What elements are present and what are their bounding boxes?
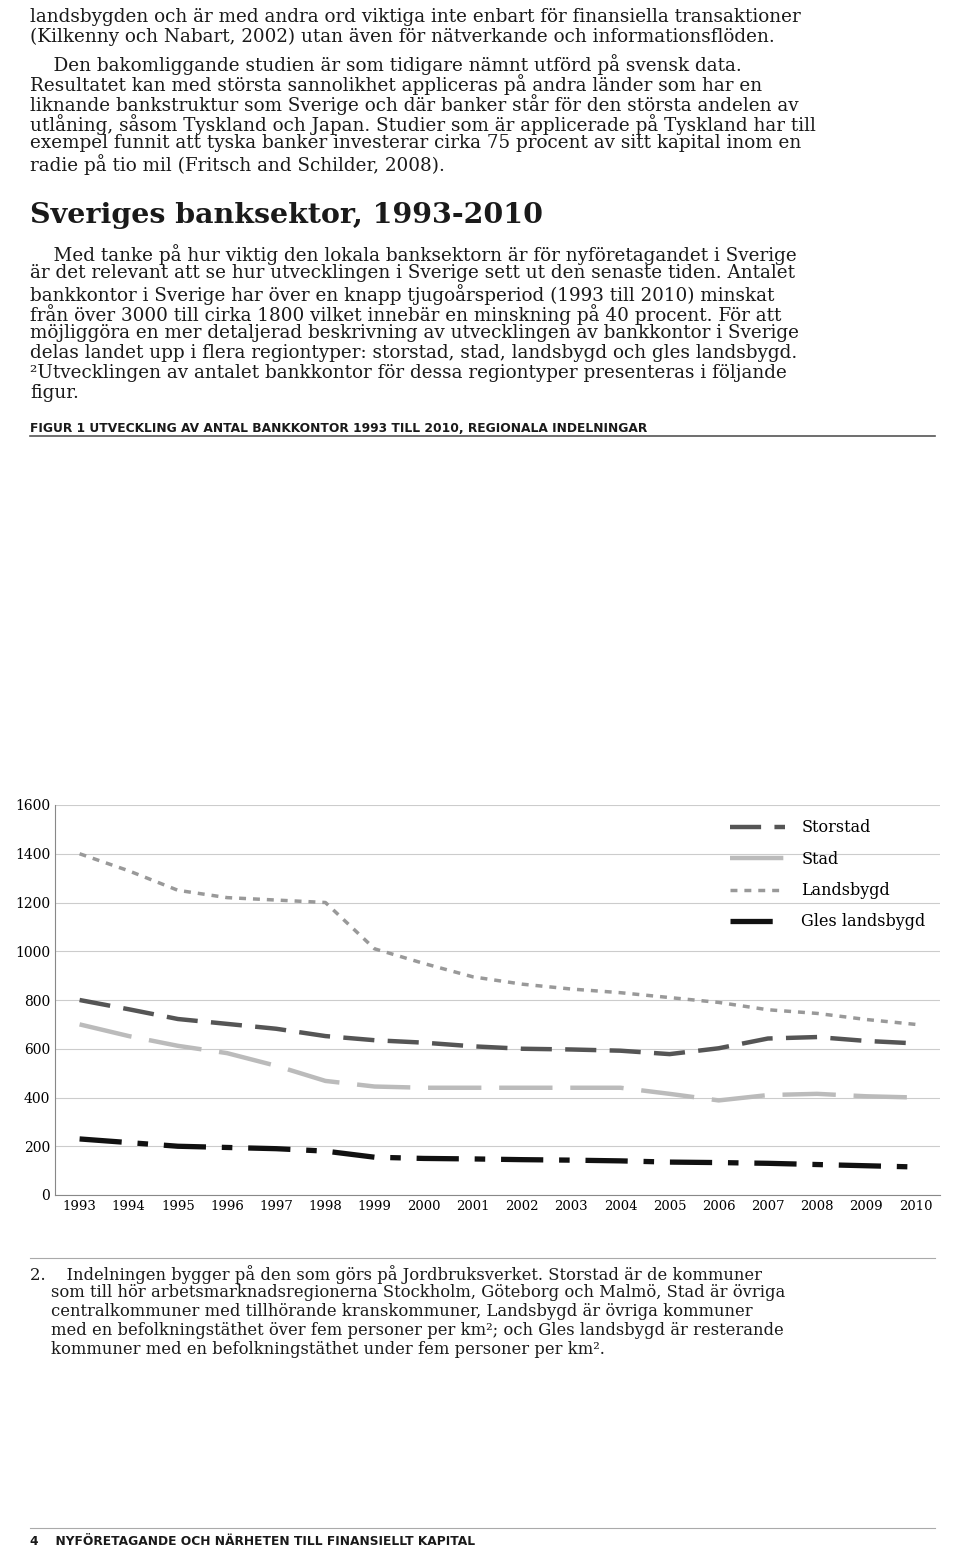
Text: 2.    Indelningen bygger på den som görs på Jordbruksverket. Storstad är de komm: 2. Indelningen bygger på den som görs på…	[30, 1265, 762, 1283]
Text: utlåning, såsom Tyskland och Japan. Studier som är applicerade på Tyskland har t: utlåning, såsom Tyskland och Japan. Stud…	[30, 114, 816, 135]
Text: Sveriges banksektor, 1993-2010: Sveriges banksektor, 1993-2010	[30, 202, 543, 229]
Text: Den bakomliggande studien är som tidigare nämnt utförd på svensk data.: Den bakomliggande studien är som tidigar…	[30, 53, 742, 75]
Text: möjliggöra en mer detaljerad beskrivning av utvecklingen av bankkontor i Sverige: möjliggöra en mer detaljerad beskrivning…	[30, 324, 799, 342]
Text: figur.: figur.	[30, 384, 79, 403]
Text: delas landet upp i flera regiontyper: storstad, stad, landsbygd och gles landsby: delas landet upp i flera regiontyper: st…	[30, 345, 797, 362]
Text: kommuner med en befolkningstäthet under fem personer per km².: kommuner med en befolkningstäthet under …	[30, 1341, 605, 1359]
Text: ²Utvecklingen av antalet bankkontor för dessa regiontyper presenteras i följande: ²Utvecklingen av antalet bankkontor för …	[30, 364, 787, 382]
Text: landsbygden och är med andra ord viktiga inte enbart för finansiella transaktion: landsbygden och är med andra ord viktiga…	[30, 8, 801, 27]
Text: exempel funnit att tyska banker investerar cirka 75 procent av sitt kapital inom: exempel funnit att tyska banker invester…	[30, 135, 802, 152]
Text: Med tanke på hur viktig den lokala banksektorn är för nyföretagandet i Sverige: Med tanke på hur viktig den lokala banks…	[30, 244, 797, 265]
Text: bankkontor i Sverige har över en knapp tjugoårsperiod (1993 till 2010) minskat: bankkontor i Sverige har över en knapp t…	[30, 284, 775, 306]
Text: med en befolkningstäthet över fem personer per km²; och Gles landsbygd är rester: med en befolkningstäthet över fem person…	[30, 1323, 783, 1338]
Text: som till hör arbetsmarknadsregionerna Stockholm, Göteborg och Malmö, Stad är övr: som till hör arbetsmarknadsregionerna St…	[30, 1283, 785, 1301]
Text: Resultatet kan med största sannolikhet appliceras på andra länder som har en: Resultatet kan med största sannolikhet a…	[30, 74, 762, 96]
Text: liknande bankstruktur som Sverige och där banker står för den största andelen av: liknande bankstruktur som Sverige och dä…	[30, 94, 799, 114]
Text: 4    NYFÖRETAGANDE OCH NÄRHETEN TILL FINANSIELLT KAPITAL: 4 NYFÖRETAGANDE OCH NÄRHETEN TILL FINANS…	[30, 1536, 475, 1548]
Text: från över 3000 till cirka 1800 vilket innebär en minskning på 40 procent. För at: från över 3000 till cirka 1800 vilket in…	[30, 304, 781, 324]
Text: FIGUR 1 UTVECKLING AV ANTAL BANKKONTOR 1993 TILL 2010, REGIONALA INDELNINGAR: FIGUR 1 UTVECKLING AV ANTAL BANKKONTOR 1…	[30, 422, 647, 436]
Text: radie på tio mil (Fritsch and Schilder, 2008).: radie på tio mil (Fritsch and Schilder, …	[30, 154, 444, 176]
Text: (Kilkenny och Nabart, 2002) utan även för nätverkande och informationsflöden.: (Kilkenny och Nabart, 2002) utan även fö…	[30, 28, 775, 47]
Legend: Storstad, Stad, Landsbygd, Gles landsbygd: Storstad, Stad, Landsbygd, Gles landsbyg…	[723, 813, 932, 937]
Text: centralkommuner med tillhörande kranskommuner, Landsbygd är övriga kommuner: centralkommuner med tillhörande kranskom…	[30, 1304, 753, 1319]
Text: är det relevant att se hur utvecklingen i Sverige sett ut den senaste tiden. Ant: är det relevant att se hur utvecklingen …	[30, 263, 795, 282]
